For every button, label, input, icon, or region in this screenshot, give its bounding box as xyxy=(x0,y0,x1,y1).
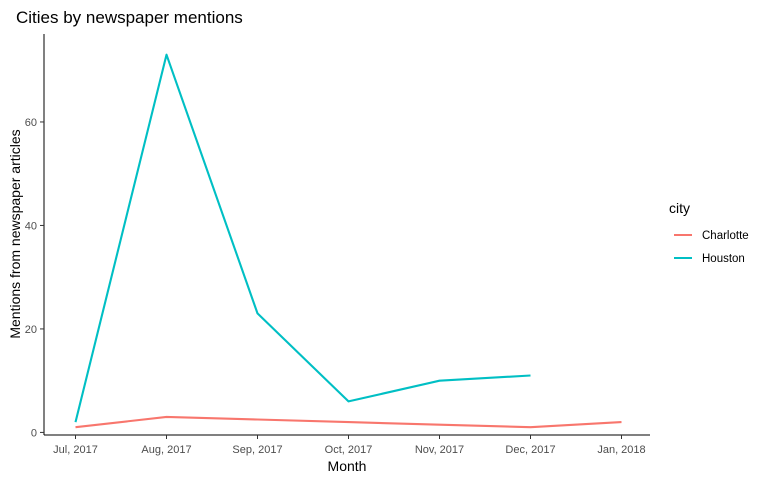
y-tick-label: 40 xyxy=(25,220,37,232)
x-axis-title: Month xyxy=(328,458,367,474)
chart-title: Cities by newspaper mentions xyxy=(16,8,243,27)
legend: city Charlotte Houston xyxy=(669,200,749,265)
legend-label-charlotte: Charlotte xyxy=(702,230,749,242)
y-tick-label: 0 xyxy=(31,427,37,439)
x-tick-label: Dec, 2017 xyxy=(505,444,555,456)
series-line-houston xyxy=(74,53,531,423)
x-tick-label: Nov, 2017 xyxy=(415,444,464,456)
legend-title: city xyxy=(669,200,690,216)
y-tick-label: 20 xyxy=(25,324,37,336)
y-axis-ticks: 0 20 40 60 xyxy=(25,117,44,439)
y-axis-title: Mentions from newspaper articles xyxy=(7,129,23,338)
series-line-charlotte xyxy=(75,415,622,429)
x-tick-label: Sep, 2017 xyxy=(232,444,282,456)
x-tick-label: Jul, 2017 xyxy=(53,444,98,456)
plot-area xyxy=(74,53,622,429)
x-tick-label: Oct, 2017 xyxy=(325,444,373,456)
x-tick-label: Aug, 2017 xyxy=(141,444,191,456)
x-tick-label: Jan, 2018 xyxy=(597,444,645,456)
x-axis-ticks: Jul, 2017 Aug, 2017 Sep, 2017 Oct, 2017 Nov,… xyxy=(53,435,646,456)
y-tick-label: 60 xyxy=(25,117,37,129)
legend-label-houston: Houston xyxy=(702,253,745,265)
